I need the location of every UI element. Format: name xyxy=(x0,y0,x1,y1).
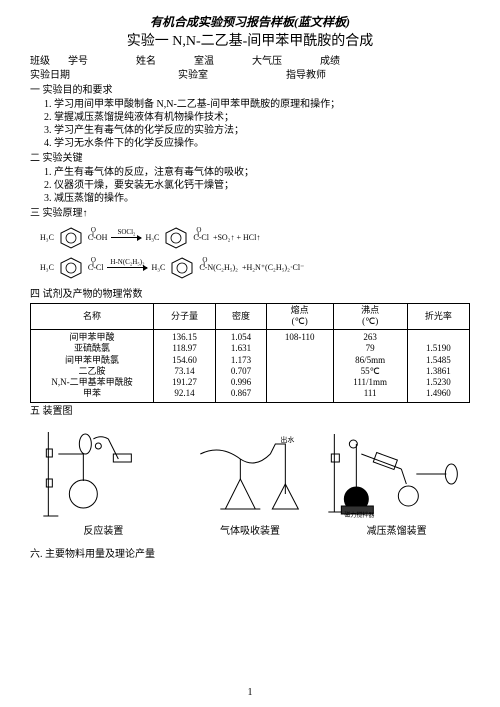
benzene-icon xyxy=(163,226,189,250)
th: 分子量 xyxy=(153,303,215,329)
chem-products: +H₂N⁺(C₂H₅)₂·Cl⁻ xyxy=(242,263,304,273)
apparatus-item: 出水 气体吸收装置 xyxy=(177,424,324,538)
list-item: 4. 学习无水条件下的化学反应操作。 xyxy=(44,137,470,150)
benzene-icon xyxy=(169,256,195,280)
list-item: 2. 掌握减压蒸馏提纯液体有机物操作技术； xyxy=(44,111,470,124)
label: 室温 xyxy=(194,55,214,68)
info-row-1: 班级 学号 姓名 室温 大气压 成绩 xyxy=(30,55,470,68)
label: 实验室 xyxy=(178,69,208,82)
benzene-icon xyxy=(58,256,84,280)
reagent: H-N(C₂H₅)₂ xyxy=(107,258,147,267)
svg-text:出水: 出水 xyxy=(280,435,294,444)
chem-row: H₃C C-Cl O ‖ H-N(C₂H₅)₂ H₃C C-N(C₂H₅)₂ O… xyxy=(40,256,470,280)
apparatus-caption: 减压蒸馏装置 xyxy=(323,525,470,538)
label: 班级 xyxy=(30,55,50,68)
page-title: 实验一 N,N-二乙基-间甲苯甲酰胺的合成 xyxy=(30,33,470,51)
section-1: 一 实验目的和要求 1. 学习用间甲苯甲酸制备 N,N-二乙基-间甲苯甲酰胺的原… xyxy=(30,84,470,150)
apparatus-item: 磁力搅拌器 减压蒸馏装置 xyxy=(323,424,470,538)
reaction-arrow: H-N(C₂H₅)₂ xyxy=(107,267,147,268)
list-item: 1. 产生有毒气体的反应，注意有毒气体的吸收； xyxy=(44,166,470,179)
apparatus-caption: 反应装置 xyxy=(30,525,177,538)
section-4: 四 试剂及产物的物理常数 名称 分子量 密度 熔点 (℃) 沸点 (℃) 折光率… xyxy=(30,288,470,403)
label: 大气压 xyxy=(252,55,282,68)
list-item: 3. 减压蒸馏的操作。 xyxy=(44,192,470,205)
list-item: 2. 仪器须干燥，要安装无水氯化钙干燥管； xyxy=(44,179,470,192)
th: 沸点 (℃) xyxy=(333,303,407,329)
properties-table: 名称 分子量 密度 熔点 (℃) 沸点 (℃) 折光率 间甲苯甲酸亚硫酰氯间甲苯… xyxy=(30,303,470,403)
table-row: 间甲苯甲酸亚硫酰氯间甲苯甲酰氯二乙胺N,N-二甲基苯甲酰胺甲苯 136.1511… xyxy=(31,330,470,403)
list-item: 1. 学习用间甲苯甲酸制备 N,N-二乙基-间甲苯甲酰胺的原理和操作； xyxy=(44,98,470,111)
th: 熔点 (℃) xyxy=(266,303,333,329)
section-6: 六. 主要物料用量及理论产量 xyxy=(30,548,470,561)
section-title: 六. 主要物料用量及理论产量 xyxy=(30,548,470,561)
apparatus-icon: 出水 xyxy=(177,424,324,519)
chem-row: H₃C C-OH O ‖ SOCl₂ H₃C C-Cl O ‖ +SO xyxy=(40,226,470,250)
list-item: 3. 学习产生有毒气体的化学反应的实验方法； xyxy=(44,124,470,137)
th: 密度 xyxy=(216,303,267,329)
section-title: 四 试剂及产物的物理常数 xyxy=(30,288,470,301)
section-3: 三 实验原理↑ H₃C C-OH O ‖ SOCl₂ H₃C C-Cl xyxy=(30,207,470,280)
section-title: 二 实验关键 xyxy=(30,152,470,165)
chem-sub: H₃C xyxy=(145,233,159,243)
th: 名称 xyxy=(31,303,154,329)
section-5: 五 装置图 反应装置 xyxy=(30,405,470,538)
apparatus-icon: 磁力搅拌器 xyxy=(323,424,470,519)
section-title: 一 实验目的和要求 xyxy=(30,84,470,97)
apparatus-row: 反应装置 出水 气体吸收装置 xyxy=(30,424,470,538)
apparatus-item: 反应装置 xyxy=(30,424,177,538)
chem-sub: H₃C xyxy=(40,233,54,243)
section-title: 五 装置图 xyxy=(30,405,470,418)
svg-text:磁力搅拌器: 磁力搅拌器 xyxy=(345,511,375,519)
chem-sub: H₃C xyxy=(40,263,54,273)
chem-products: +SO₂↑ + HCl↑ xyxy=(213,233,260,243)
label: 成绩 xyxy=(320,55,340,68)
th: 折光率 xyxy=(407,303,469,329)
page-number: 1 xyxy=(0,686,500,699)
section-2: 二 实验关键 1. 产生有毒气体的反应，注意有毒气体的吸收； 2. 仪器须干燥，… xyxy=(30,152,470,205)
label: 学号 xyxy=(68,55,88,68)
header-italic: 有机合成实验预习报告样板(蓝文样板) xyxy=(30,15,470,31)
section-title: 三 实验原理↑ xyxy=(30,207,470,220)
label: 实验日期 xyxy=(30,69,70,82)
apparatus-icon xyxy=(30,424,177,519)
chem-sub: H₃C xyxy=(151,263,165,273)
reaction-arrow: SOCl₂ xyxy=(111,237,141,238)
info-row-2: 实验日期 实验室 指导教师 xyxy=(30,69,470,82)
label: 姓名 xyxy=(136,55,156,68)
label: 指导教师 xyxy=(286,69,326,82)
chem-reactions: H₃C C-OH O ‖ SOCl₂ H₃C C-Cl O ‖ +SO xyxy=(40,226,470,280)
benzene-icon xyxy=(58,226,84,250)
apparatus-caption: 气体吸收装置 xyxy=(177,525,324,538)
